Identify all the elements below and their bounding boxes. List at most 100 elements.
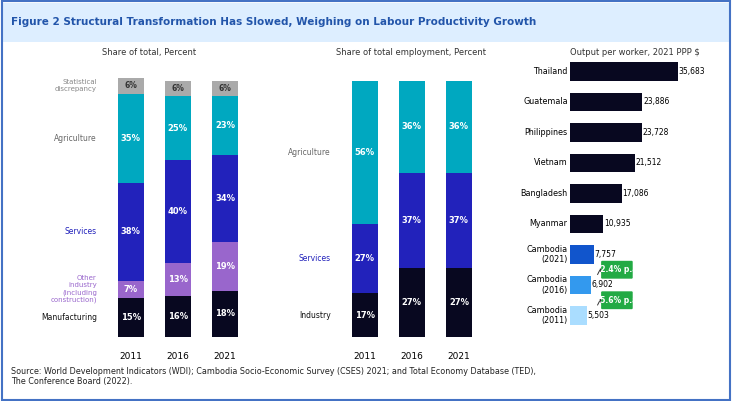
Bar — [351, 224, 378, 293]
Bar — [570, 306, 587, 325]
Text: Cambodia
(2011): Cambodia (2011) — [526, 306, 568, 325]
Text: 27%: 27% — [354, 254, 375, 263]
Text: Output per worker, 2021 PPP $: Output per worker, 2021 PPP $ — [570, 48, 700, 57]
Text: 36%: 36% — [449, 122, 469, 132]
Text: 7,757: 7,757 — [594, 250, 616, 259]
Text: Guatemala: Guatemala — [523, 97, 568, 107]
Text: 17%: 17% — [354, 311, 375, 320]
Text: 2016: 2016 — [400, 352, 423, 361]
FancyBboxPatch shape — [602, 261, 632, 278]
Text: 40%: 40% — [168, 207, 188, 216]
Text: Share of total, Percent: Share of total, Percent — [102, 48, 197, 57]
Bar — [212, 242, 238, 291]
Bar — [446, 173, 472, 268]
Text: 23,728: 23,728 — [643, 128, 669, 137]
Text: 5,503: 5,503 — [588, 311, 610, 320]
Bar — [570, 123, 642, 142]
Text: 27%: 27% — [402, 298, 422, 307]
Bar — [570, 215, 603, 233]
Text: 35,683: 35,683 — [679, 67, 706, 76]
Text: 18%: 18% — [215, 309, 235, 318]
Text: 38%: 38% — [121, 227, 141, 236]
Text: 36%: 36% — [402, 122, 422, 132]
Bar — [118, 183, 143, 281]
Text: Share of total employment, Percent: Share of total employment, Percent — [336, 48, 486, 57]
Text: 10,935: 10,935 — [604, 219, 631, 229]
Bar — [570, 184, 621, 203]
Bar — [351, 293, 378, 337]
Bar — [118, 94, 143, 183]
Text: 19%: 19% — [215, 262, 235, 271]
Text: 23%: 23% — [215, 121, 235, 130]
Bar — [570, 62, 678, 81]
Text: Services: Services — [299, 254, 331, 263]
Text: Agriculture: Agriculture — [288, 148, 331, 157]
Bar — [118, 281, 143, 298]
Bar — [165, 96, 191, 160]
Text: Figure 2 Structural Transformation Has Slowed, Weighing on Labour Productivity G: Figure 2 Structural Transformation Has S… — [11, 17, 537, 27]
Text: 23,886: 23,886 — [643, 97, 670, 107]
Text: 34%: 34% — [215, 194, 235, 203]
Text: 7%: 7% — [124, 285, 138, 294]
Text: Other
industry
(including
construction): Other industry (including construction) — [51, 275, 97, 304]
Text: Vietnam: Vietnam — [534, 158, 568, 168]
Text: Services: Services — [64, 227, 97, 236]
Text: +2.4% p.a.: +2.4% p.a. — [594, 265, 640, 274]
Bar — [212, 81, 238, 96]
Text: 6%: 6% — [171, 84, 184, 93]
Bar — [570, 275, 591, 294]
Text: Bangladesh: Bangladesh — [520, 189, 568, 198]
Text: 16%: 16% — [168, 312, 188, 321]
Text: 37%: 37% — [449, 216, 468, 225]
Bar — [570, 154, 635, 172]
Text: Labor productivity: Labor productivity — [570, 32, 672, 42]
Bar — [570, 93, 642, 111]
FancyBboxPatch shape — [602, 292, 632, 308]
Bar — [446, 268, 472, 337]
Text: 2016: 2016 — [166, 352, 190, 361]
Text: Workers by sector: Workers by sector — [336, 32, 436, 42]
Text: 2021: 2021 — [447, 352, 470, 361]
Text: GDP by sector: GDP by sector — [102, 32, 180, 42]
Bar — [212, 155, 238, 242]
Text: 35%: 35% — [121, 134, 141, 143]
Text: 56%: 56% — [354, 148, 375, 157]
Text: 6,902: 6,902 — [592, 280, 613, 290]
Text: Statistical
discrepancy: Statistical discrepancy — [55, 79, 97, 93]
Bar — [165, 160, 191, 263]
Bar — [165, 296, 191, 337]
Bar — [212, 291, 238, 337]
Text: 25%: 25% — [168, 124, 188, 133]
Bar — [165, 263, 191, 296]
Text: Thailand: Thailand — [534, 67, 568, 76]
Text: 2011: 2011 — [119, 352, 142, 361]
Bar — [570, 245, 594, 264]
Bar — [165, 81, 191, 96]
Bar — [399, 268, 425, 337]
Text: Philippines: Philippines — [525, 128, 568, 137]
Text: Industry: Industry — [299, 311, 331, 320]
Text: 6%: 6% — [124, 81, 137, 91]
Text: +5.6% p.a.: +5.6% p.a. — [594, 296, 640, 305]
Text: 2021: 2021 — [214, 352, 236, 361]
Text: 15%: 15% — [121, 313, 141, 322]
Text: Cambodia
(2021): Cambodia (2021) — [526, 245, 568, 264]
Text: 2011: 2011 — [353, 352, 376, 361]
Text: Cambodia
(2016): Cambodia (2016) — [526, 275, 568, 295]
Bar — [118, 298, 143, 337]
Bar — [118, 78, 143, 94]
Bar — [446, 81, 472, 173]
Bar — [212, 96, 238, 155]
Text: 27%: 27% — [449, 298, 469, 307]
Text: 17,086: 17,086 — [623, 189, 649, 198]
Bar — [399, 81, 425, 173]
Text: Agriculture: Agriculture — [54, 134, 97, 143]
Text: Source: World Development Indicators (WDI); Cambodia Socio-Economic Survey (CSES: Source: World Development Indicators (WD… — [11, 367, 536, 386]
Text: 13%: 13% — [168, 275, 188, 284]
Text: Myanmar: Myanmar — [530, 219, 568, 229]
Bar — [351, 81, 378, 224]
Text: Manufacturing: Manufacturing — [41, 313, 97, 322]
Bar — [399, 173, 425, 268]
Text: 21,512: 21,512 — [636, 158, 662, 168]
Text: 6%: 6% — [219, 84, 231, 93]
